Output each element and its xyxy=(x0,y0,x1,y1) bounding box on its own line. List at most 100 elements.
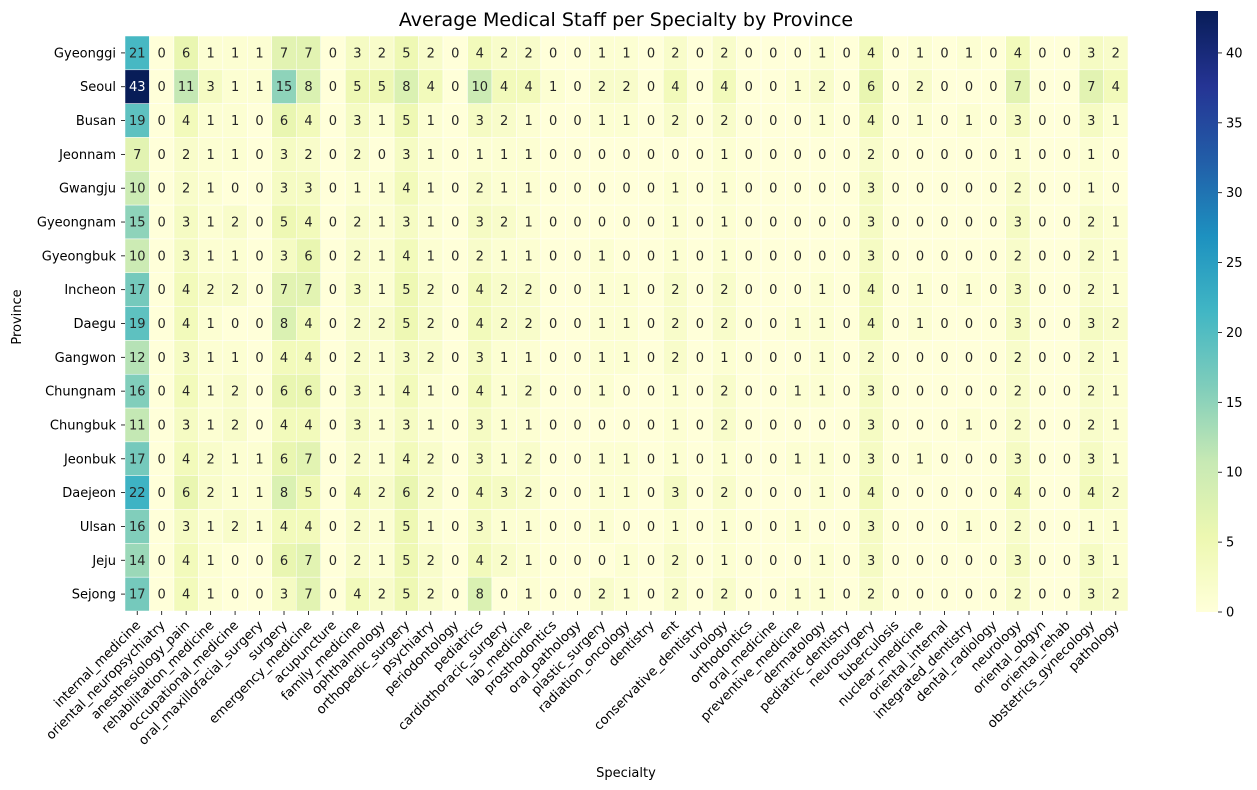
heatmap-cell xyxy=(1103,306,1129,341)
heatmap-cell xyxy=(393,340,419,375)
heatmap-cell xyxy=(320,238,346,274)
heatmap-cell-value: 0 xyxy=(843,283,851,298)
heatmap-cell-value: 1 xyxy=(916,114,924,129)
heatmap-cell-value: 3 xyxy=(867,554,875,569)
heatmap-cell-value: 6 xyxy=(304,385,312,400)
heatmap-cell-value: 0 xyxy=(451,385,459,400)
heatmap-cell-value: 0 xyxy=(916,249,924,264)
heatmap-cell-value: 0 xyxy=(989,46,997,61)
heatmap-cell-value: 1 xyxy=(1087,148,1095,163)
heatmap-cell-value: 1 xyxy=(378,182,386,197)
heatmap-cell xyxy=(711,103,737,138)
heatmap-cell-value: 0 xyxy=(843,486,851,501)
heatmap-cell xyxy=(222,407,248,443)
heatmap-cell xyxy=(883,69,909,104)
heatmap-cell-value: 3 xyxy=(867,452,875,467)
heatmap-cell-value: 5 xyxy=(402,317,410,332)
heatmap-cell-value: 0 xyxy=(843,114,851,129)
heatmap-cell-value: 4 xyxy=(476,283,484,298)
heatmap-cell xyxy=(1078,69,1104,104)
heatmap-cell-value: 0 xyxy=(1038,148,1046,163)
heatmap-cell xyxy=(1005,340,1031,375)
heatmap-cell-value: 3 xyxy=(182,249,190,264)
heatmap-cell xyxy=(980,69,1006,104)
heatmap-cell-value: 5 xyxy=(353,80,361,95)
heatmap-cell xyxy=(247,543,273,578)
heatmap-cell xyxy=(736,576,762,612)
heatmap-cell-value: 0 xyxy=(1038,418,1046,433)
heatmap-cell-value: 1 xyxy=(671,249,679,264)
heatmap-cell xyxy=(638,576,664,612)
heatmap-cell xyxy=(883,171,909,206)
colorbar xyxy=(1196,11,1218,612)
heatmap-cell xyxy=(344,373,370,409)
heatmap-cell-value: 0 xyxy=(794,216,802,231)
heatmap-cell xyxy=(687,340,713,375)
heatmap-cell-value: 3 xyxy=(1087,554,1095,569)
heatmap-cell xyxy=(320,441,346,476)
heatmap-cell xyxy=(369,340,395,375)
heatmap-cell-value: 0 xyxy=(940,418,948,433)
heatmap-cell xyxy=(809,373,835,409)
heatmap-cell xyxy=(1005,35,1031,71)
heatmap-cell-value: 1 xyxy=(427,114,435,129)
heatmap-cell xyxy=(124,272,150,307)
heatmap-cell xyxy=(369,407,395,443)
heatmap-cell xyxy=(687,373,713,409)
heatmap-cell xyxy=(467,475,493,510)
heatmap-cell-value: 2 xyxy=(1087,249,1095,264)
heatmap-cell xyxy=(1078,509,1104,544)
heatmap-cell xyxy=(393,509,419,544)
heatmap-cell-value: 0 xyxy=(769,588,777,603)
heatmap-cell-value: 0 xyxy=(1038,520,1046,535)
colorbar-tick-label: 25 xyxy=(1226,256,1243,271)
heatmap-cell xyxy=(932,509,958,544)
heatmap-cell-value: 2 xyxy=(525,283,533,298)
heatmap-cell-value: 0 xyxy=(891,283,899,298)
heatmap-cell-value: 6 xyxy=(402,486,410,501)
heatmap-cell-value: 1 xyxy=(1014,148,1022,163)
heatmap-cell xyxy=(662,509,688,544)
heatmap-cell-value: 0 xyxy=(891,114,899,129)
heatmap-cell xyxy=(320,272,346,307)
heatmap-cell xyxy=(198,137,224,172)
heatmap-cell xyxy=(785,103,811,138)
chart-title: Average Medical Staff per Specialty by P… xyxy=(399,9,853,31)
heatmap-cell-value: 3 xyxy=(402,216,410,231)
heatmap-cell xyxy=(760,204,786,240)
heatmap-cell-value: 0 xyxy=(1112,182,1120,197)
heatmap-cell xyxy=(418,238,444,274)
heatmap-cell xyxy=(393,137,419,172)
heatmap-cell xyxy=(540,103,566,138)
heatmap-cell-value: 0 xyxy=(158,351,166,366)
heatmap-cell-value: 7 xyxy=(280,283,288,298)
heatmap-cell-value: 1 xyxy=(378,351,386,366)
y-axis: Gyeonggi Seoul Busan Jeonnam Gwangju Gyeongna… xyxy=(37,46,125,603)
heatmap-cell xyxy=(883,441,909,476)
heatmap-cell xyxy=(173,509,199,544)
heatmap-cell-value: 1 xyxy=(500,520,508,535)
heatmap-cell xyxy=(711,441,737,476)
y-tick-label: Sejong xyxy=(72,588,116,603)
heatmap-cell-value: 3 xyxy=(353,114,361,129)
heatmap-cell-value: 7 xyxy=(1014,80,1022,95)
heatmap-cell-value: 1 xyxy=(818,452,826,467)
heatmap-cell xyxy=(662,238,688,274)
heatmap-cell-value: 0 xyxy=(647,182,655,197)
heatmap-cell xyxy=(638,204,664,240)
heatmap-cell-value: 0 xyxy=(745,114,753,129)
heatmap-cell-value: 1 xyxy=(916,317,924,332)
heatmap-cell xyxy=(614,35,639,71)
heatmap-cell-value: 0 xyxy=(573,46,581,61)
heatmap-cell xyxy=(662,576,688,612)
heatmap-cell-value: 1 xyxy=(598,249,606,264)
heatmap-cell xyxy=(809,441,835,476)
heatmap-cell-value: 0 xyxy=(158,114,166,129)
heatmap-cell-value: 0 xyxy=(1063,351,1071,366)
heatmap-cell xyxy=(222,576,248,612)
heatmap-cell-value: 1 xyxy=(1087,182,1095,197)
heatmap-cell xyxy=(907,306,933,341)
heatmap-cell xyxy=(124,407,150,443)
heatmap-cell-value: 0 xyxy=(1038,554,1046,569)
